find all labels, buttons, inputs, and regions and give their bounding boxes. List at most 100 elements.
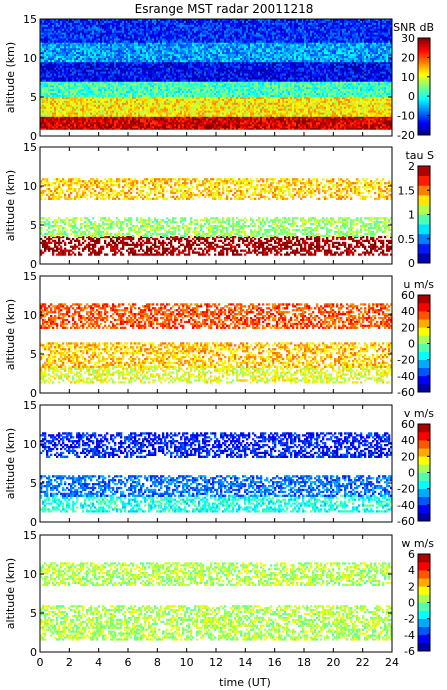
heat-cell <box>58 99 60 101</box>
heat-cell <box>140 83 142 85</box>
heat-cell <box>78 78 80 80</box>
heat-cell <box>156 109 158 111</box>
heat-cell <box>130 85 132 87</box>
heat-cell <box>68 113 70 115</box>
heat-cell <box>246 103 248 105</box>
heat-cell <box>262 103 264 105</box>
heat-cell <box>332 87 334 89</box>
heat-cell <box>76 89 78 91</box>
heat-cell <box>222 83 224 85</box>
heat-cell <box>104 72 106 74</box>
heat-cell <box>70 95 72 97</box>
heat-cell <box>272 93 274 95</box>
heat-cell <box>346 111 348 113</box>
heat-cell <box>164 117 166 119</box>
heat-cell <box>320 101 322 103</box>
heat-cell <box>214 117 216 119</box>
heat-cell <box>248 85 250 87</box>
heat-cell <box>286 117 288 119</box>
heat-cell <box>124 70 126 72</box>
heat-cell <box>54 103 56 105</box>
heat-cell <box>272 122 274 124</box>
heat-cell <box>290 111 292 113</box>
heat-cell <box>284 122 286 124</box>
heat-cell <box>260 93 262 95</box>
heat-cell <box>364 89 366 91</box>
heat-cell <box>138 78 140 80</box>
heat-cell <box>98 97 100 99</box>
heat-cell <box>198 120 200 122</box>
heat-cell <box>308 99 310 101</box>
heat-cell <box>292 97 294 99</box>
heat-cell <box>200 85 202 87</box>
heat-cell <box>52 62 54 64</box>
heat-cell <box>244 97 246 99</box>
heat-cell <box>112 87 114 89</box>
heat-cell <box>52 103 54 105</box>
heat-cell <box>162 111 164 113</box>
heat-cell <box>332 81 334 83</box>
heat-cell <box>132 62 134 64</box>
heat-cell <box>88 113 90 115</box>
heat-cell <box>296 101 298 103</box>
heat-cell <box>218 118 220 120</box>
heat-cell <box>120 78 122 80</box>
heat-cell <box>110 62 112 64</box>
heat-cell <box>136 76 138 78</box>
heat-cell <box>332 105 334 107</box>
heat-cell <box>152 81 154 83</box>
heat-cell <box>106 118 108 120</box>
heat-cell <box>238 111 240 113</box>
heat-cell <box>304 97 306 99</box>
heat-cell <box>242 83 244 85</box>
heat-cell <box>282 117 284 119</box>
heat-cell <box>54 76 56 78</box>
heat-cell <box>378 124 380 126</box>
heat-cell <box>368 126 370 128</box>
heat-cell <box>302 103 304 105</box>
heat-cell <box>278 111 280 113</box>
heat-cell <box>66 66 68 68</box>
heat-cell <box>168 81 170 83</box>
heat-cell <box>156 87 158 89</box>
heat-cell <box>348 126 350 128</box>
heat-cell <box>316 117 318 119</box>
heat-cell <box>368 101 370 103</box>
heat-cell <box>114 79 116 81</box>
heat-cell <box>248 103 250 105</box>
heat-cell <box>172 87 174 89</box>
heat-cell <box>280 124 282 126</box>
heat-cell <box>238 97 240 99</box>
heat-cell <box>46 83 48 85</box>
heat-cell <box>268 109 270 111</box>
heat-cell <box>108 62 110 64</box>
heat-cell <box>276 95 278 97</box>
heat-cell <box>132 72 134 74</box>
heat-cell <box>330 83 332 85</box>
heat-cell <box>308 107 310 109</box>
heat-cell <box>236 95 238 97</box>
heat-cell <box>140 115 142 117</box>
heat-cell <box>48 87 50 89</box>
heat-cell <box>246 107 248 109</box>
heat-cell <box>354 122 356 124</box>
heat-cell <box>236 117 238 119</box>
heat-cell <box>56 95 58 97</box>
heat-cell <box>166 107 168 109</box>
heat-cell <box>210 105 212 107</box>
heat-cell <box>120 115 122 117</box>
heat-cell <box>280 99 282 101</box>
heat-cell <box>108 109 110 111</box>
heat-cell <box>156 79 158 81</box>
heat-cell <box>94 64 96 66</box>
heat-cell <box>64 89 66 91</box>
heat-cell <box>358 93 360 95</box>
heat-cell <box>128 126 130 128</box>
heat-cell <box>282 95 284 97</box>
heat-cell <box>128 97 130 99</box>
heat-cell <box>100 76 102 78</box>
heat-cell <box>134 126 136 128</box>
heat-cell <box>280 111 282 113</box>
heat-cell <box>326 97 328 99</box>
heat-cell <box>130 111 132 113</box>
